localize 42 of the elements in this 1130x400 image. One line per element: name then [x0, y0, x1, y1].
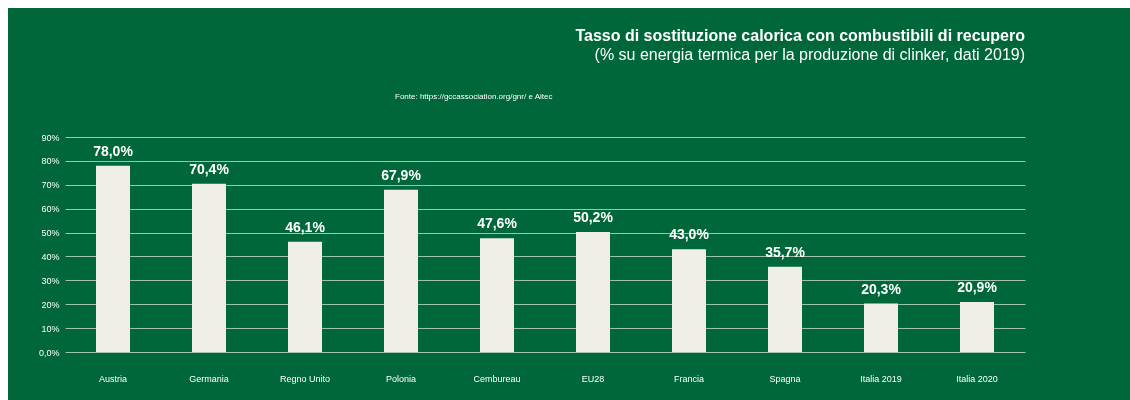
data-label: 20,9% — [957, 279, 998, 296]
chart-title: Tasso di sostituzione calorica con combustibili di recupero — [575, 27, 1026, 44]
source-note: Fonte: https://gccassociation.org/gnr/ e Aitec — [395, 92, 553, 101]
bar — [480, 238, 514, 352]
bar — [384, 189, 418, 352]
bar — [960, 302, 994, 352]
chart-subtitle: (% su energia termica per la produzione di clinker, dati 2019) — [594, 46, 1025, 63]
y-tick-label: 0,0% — [38, 347, 60, 358]
bar — [192, 183, 226, 352]
y-tick-label: 30% — [41, 275, 60, 286]
y-tick-label: 20% — [41, 299, 60, 310]
y-tick-label: 80% — [41, 156, 60, 167]
bar — [864, 303, 898, 352]
x-tick-label: Spagna — [769, 373, 801, 384]
y-tick-label: 40% — [41, 251, 60, 262]
data-label: 46,1% — [285, 218, 326, 235]
data-label: 20,3% — [861, 280, 902, 297]
data-label: 35,7% — [765, 243, 806, 260]
x-tick-label: Germania — [189, 373, 229, 384]
y-tick-label: 70% — [41, 180, 60, 191]
y-tick-label: 90% — [41, 132, 60, 143]
data-label: 47,6% — [477, 215, 518, 232]
x-tick-label: Polonia — [385, 373, 417, 384]
bar — [96, 165, 130, 352]
y-tick-label: 60% — [41, 204, 60, 215]
data-label: 70,4% — [189, 160, 230, 177]
x-tick-label: Italia 2019 — [860, 373, 902, 384]
bar — [768, 266, 802, 352]
x-tick-label: Regno Unito — [279, 373, 331, 384]
bar — [576, 232, 610, 352]
data-label: 67,9% — [381, 166, 422, 183]
x-tick-label: Cembureau — [473, 373, 521, 384]
data-label: 50,2% — [573, 209, 614, 226]
x-tick-label: Francia — [673, 373, 705, 384]
x-tick-label: Italia 2020 — [956, 373, 998, 384]
x-tick-label: Austria — [98, 373, 128, 384]
x-tick-label: EU28 — [581, 373, 605, 384]
bar — [288, 241, 322, 352]
bar — [672, 249, 706, 352]
y-tick-label: 10% — [41, 323, 60, 334]
y-tick-label: 50% — [41, 228, 60, 239]
data-label: 78,0% — [93, 142, 134, 159]
